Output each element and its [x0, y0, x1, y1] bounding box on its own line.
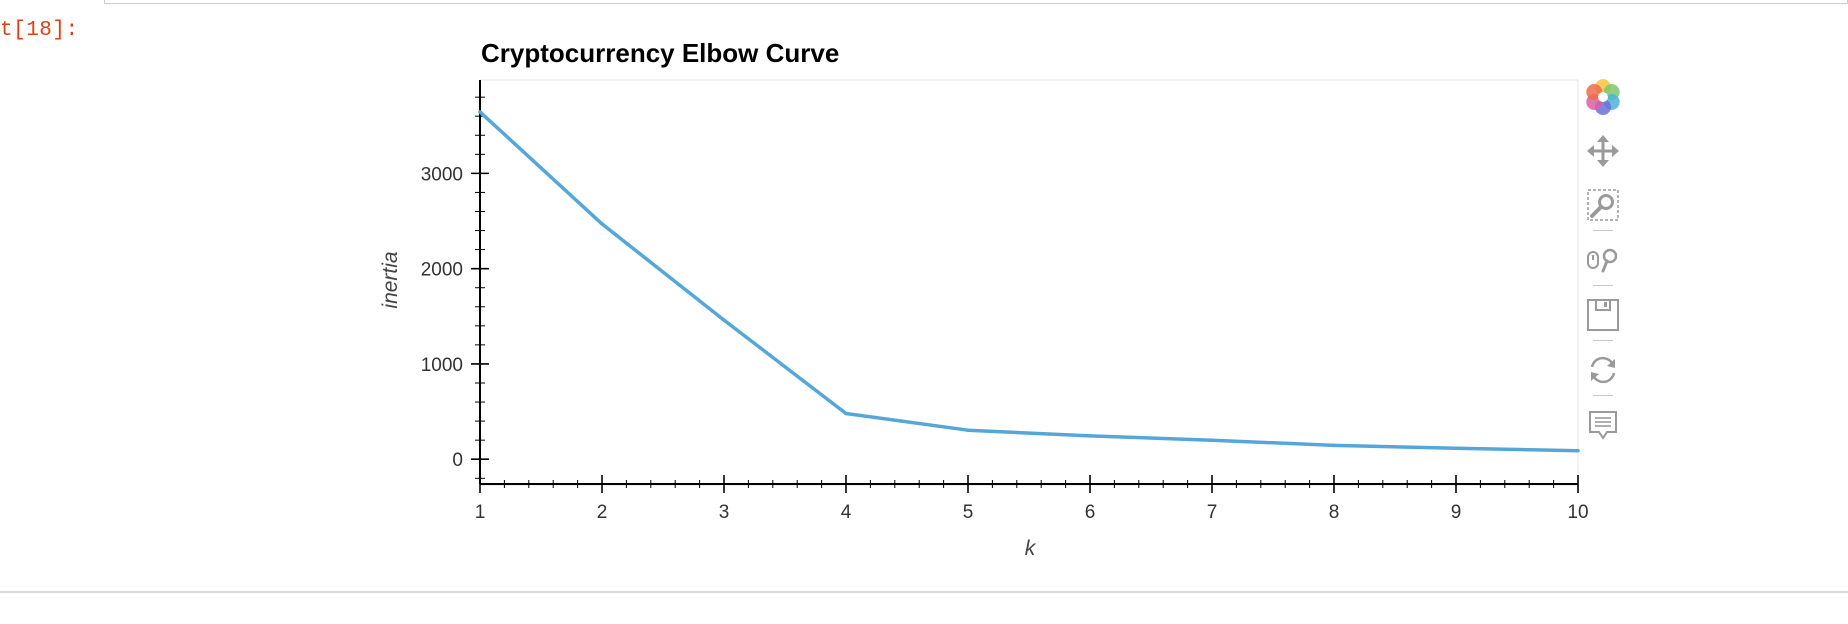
- bokeh-logo-icon[interactable]: [1580, 74, 1626, 120]
- data-point: [966, 428, 970, 432]
- pan-tool-icon[interactable]: [1580, 128, 1626, 174]
- x-tick-label: 1: [475, 502, 486, 523]
- y-tick-label: 0: [452, 450, 463, 471]
- data-point: [1210, 438, 1214, 442]
- data-point: [722, 318, 726, 322]
- x-tick-label: 4: [841, 502, 852, 523]
- y-tick-label: 3000: [421, 164, 463, 185]
- data-point: [844, 411, 848, 416]
- series-layer: [478, 110, 1580, 453]
- x-tick-label: 10: [1567, 502, 1588, 523]
- y-tick-label: 2000: [421, 260, 463, 281]
- toolbar-divider: [1593, 395, 1613, 396]
- data-point: [1088, 434, 1092, 438]
- elbow-curve-line: [478, 110, 1579, 453]
- data-point: [600, 222, 604, 226]
- reset-tool-icon[interactable]: [1580, 347, 1626, 393]
- data-point: [478, 110, 482, 114]
- save-tool-icon[interactable]: [1580, 292, 1626, 338]
- chart-title: Cryptocurrency Elbow Curve: [481, 38, 839, 68]
- x-tick-label: 7: [1207, 502, 1218, 523]
- data-point: [1576, 448, 1580, 453]
- wheel-zoom-tool-icon[interactable]: [1580, 237, 1626, 283]
- toolbar-divider: [1593, 285, 1613, 286]
- x-axis: 1 2 3 4 5 6 7 8 9 10: [475, 475, 1589, 523]
- cell-bottom-rule: [0, 591, 1848, 593]
- toolbar-divider: [1593, 230, 1613, 231]
- y-axis-label: inertia: [379, 251, 402, 308]
- x-tick-label: 9: [1451, 502, 1462, 523]
- y-axis: 0 1000 2000 3000: [421, 80, 489, 484]
- output-prompt: t[18]:: [0, 19, 79, 42]
- toolbar-divider: [1593, 340, 1613, 341]
- data-point: [1332, 443, 1336, 448]
- x-tick-label: 6: [1085, 502, 1096, 523]
- plot-frame: [479, 79, 1579, 486]
- x-tick-label: 2: [597, 502, 608, 523]
- data-point: [1454, 446, 1458, 451]
- hover-tool-icon[interactable]: [1580, 402, 1626, 448]
- x-tick-label: 8: [1329, 502, 1340, 523]
- y-tick-label: 1000: [421, 355, 463, 376]
- box-zoom-tool-icon[interactable]: [1580, 182, 1626, 228]
- x-axis-label: k: [1025, 537, 1037, 560]
- x-tick-label: 5: [963, 502, 974, 523]
- elbow-curve-chart[interactable]: Cryptocurrency Elbow Curve 0 1000 2000 3000…: [0, 0, 1848, 600]
- x-tick-label: 3: [719, 502, 730, 523]
